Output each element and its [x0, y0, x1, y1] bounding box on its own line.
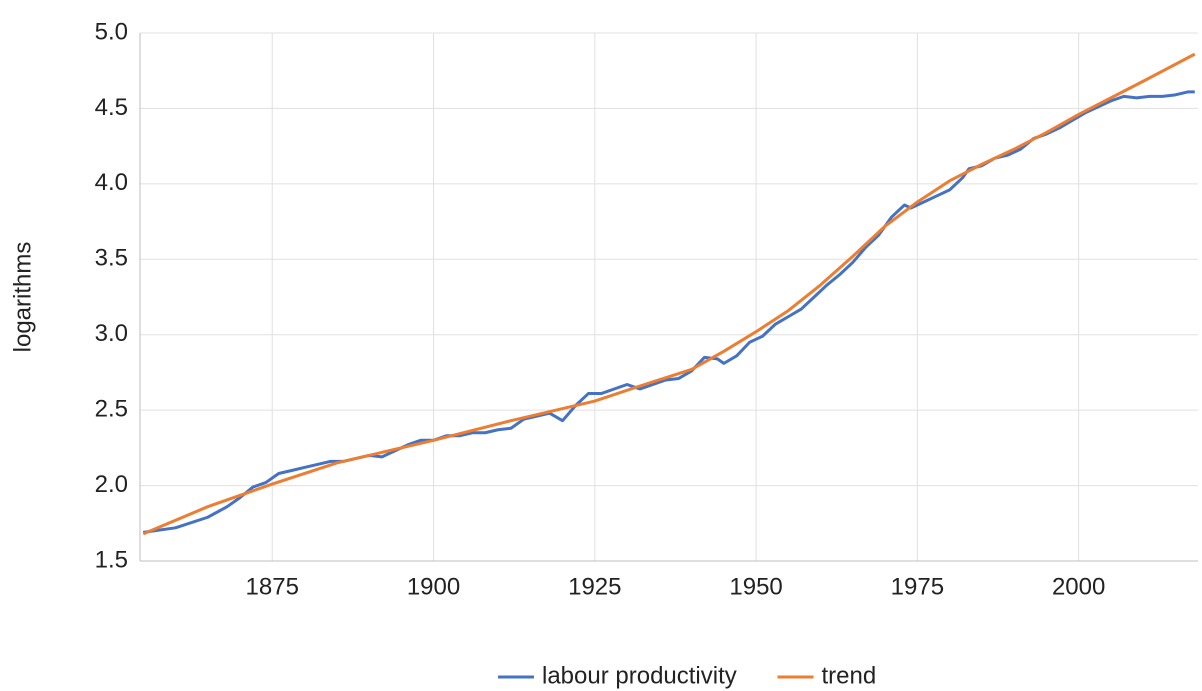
legend-label: trend — [822, 662, 877, 689]
x-tick-label: 1950 — [729, 573, 782, 600]
y-axis-label: logarithms — [9, 242, 36, 353]
y-tick-label: 1.5 — [95, 546, 128, 573]
line-series — [142, 52, 1196, 536]
y-tick-label: 2.5 — [95, 395, 128, 422]
y-tick-label: 4.5 — [95, 94, 128, 121]
line-series — [143, 90, 1195, 534]
y-tick-label: 3.0 — [95, 320, 128, 347]
y-tick-label: 3.5 — [95, 245, 128, 272]
legend-label: labour productivity — [542, 662, 737, 689]
x-tick-label: 1875 — [246, 573, 299, 600]
x-tick-label: 1900 — [407, 573, 460, 600]
x-tick-label: 1925 — [568, 573, 621, 600]
y-tick-label: 4.0 — [95, 169, 128, 196]
y-tick-label: 2.0 — [95, 471, 128, 498]
x-tick-label: 1975 — [891, 573, 944, 600]
y-tick-label: 5.0 — [95, 18, 128, 45]
x-tick-label: 2000 — [1052, 573, 1105, 600]
